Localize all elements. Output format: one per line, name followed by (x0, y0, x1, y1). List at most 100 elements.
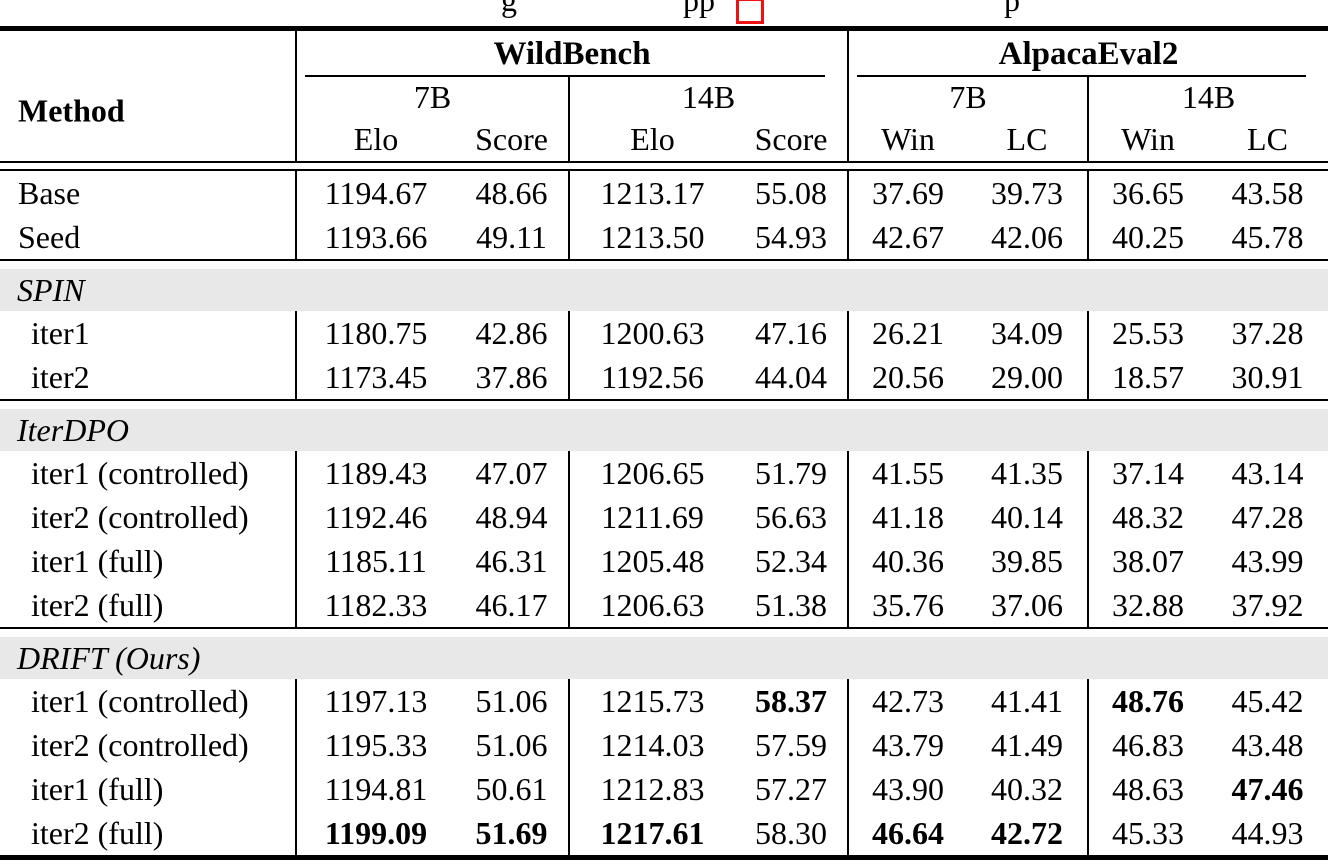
table-top-rule (0, 26, 1328, 31)
metric-cell: 51.69 (475, 814, 548, 851)
metric-cell: 40.14 (991, 498, 1063, 535)
metric-cell: 1182.33 (295, 583, 455, 627)
group-header-alpacaeval2: AlpacaEval2 (847, 31, 1328, 77)
metric-cell: 36.65 (1087, 171, 1207, 215)
metric-cell: 1194.67 (295, 171, 455, 215)
metric-cell: 29.00 (991, 358, 1063, 395)
table-row: iter1 (controlled) 1189.43 47.07 1206.65 51.… (0, 451, 1328, 495)
table-row: Seed 1193.66 49.11 1213.50 54.93 42.67 42.06 40… (0, 215, 1328, 259)
caption-strip: g pp p (0, 0, 1328, 26)
metric-cell: 41.35 (991, 454, 1063, 491)
table-row: iter2 (full) 1182.33 46.17 1206.63 51.38 35.7… (0, 583, 1328, 627)
metric-cell: 51.79 (755, 454, 827, 491)
metric-cell: 37.69 (847, 171, 967, 215)
method-cell: iter2 (controlled) (31, 726, 249, 763)
method-cell: iter1 (full) (31, 542, 164, 579)
metric-cell: 1206.63 (568, 583, 735, 627)
metric-cell: 40.25 (1087, 215, 1207, 259)
metric-cell: 47.07 (475, 454, 548, 491)
metric-cell: 57.27 (755, 770, 827, 807)
metric-cell: 58.37 (755, 682, 827, 719)
col-header-win: Win (1087, 117, 1207, 161)
caption-fragment: pp (683, 0, 715, 18)
method-cell: iter2 (full) (31, 814, 164, 851)
metric-cell: 1192.46 (295, 495, 455, 539)
table-row: iter2 1173.45 37.86 1192.56 44.04 20.56 29.00 1… (0, 355, 1328, 399)
metric-cell: 41.41 (991, 682, 1063, 719)
metric-cell: 43.79 (847, 723, 967, 767)
metric-cell: 1173.45 (295, 355, 455, 399)
method-column-header: Method (18, 92, 125, 129)
metric-cell: 48.66 (475, 174, 548, 211)
method-cell: Seed (18, 218, 81, 255)
metric-cell: 1189.43 (295, 451, 455, 495)
col-header-score: Score (754, 120, 828, 157)
subgroup-wb-7b: 7B (295, 77, 568, 117)
metric-cell: 40.36 (847, 539, 967, 583)
method-cell: iter1 (controlled) (31, 682, 249, 719)
citation-link-box[interactable] (736, 0, 764, 24)
col-header-elo: Elo (295, 117, 455, 161)
metric-cell: 1206.65 (568, 451, 735, 495)
metric-cell: 1199.09 (295, 811, 455, 855)
metric-subheader-row: Elo Score Elo Score Win LC Win LC (0, 117, 1328, 161)
section-header: SPIN (0, 269, 1328, 311)
metric-cell: 37.92 (1231, 586, 1304, 623)
metric-cell: 45.78 (1231, 218, 1304, 255)
metric-cell: 41.18 (847, 495, 967, 539)
metric-cell: 39.85 (991, 542, 1063, 579)
metric-cell: 42.06 (991, 218, 1063, 255)
section-divider-rule (0, 259, 1328, 261)
section-divider-rule (0, 627, 1328, 629)
table-bottom-rule (0, 855, 1328, 860)
metric-cell: 25.53 (1087, 311, 1207, 355)
section-header: DRIFT (Ours) (0, 637, 1328, 679)
metric-cell: 1214.03 (568, 723, 735, 767)
method-cell: iter1 (31, 314, 90, 351)
metric-cell: 46.64 (847, 811, 967, 855)
method-cell: iter1 (full) (31, 770, 164, 807)
metric-cell: 50.61 (475, 770, 548, 807)
method-cell: iter2 (31, 358, 90, 395)
metric-cell: 57.59 (755, 726, 827, 763)
metric-cell: 42.73 (847, 679, 967, 723)
metric-cell: 43.48 (1231, 726, 1304, 763)
method-cell: iter1 (controlled) (31, 454, 249, 491)
metric-cell: 1217.61 (568, 811, 735, 855)
metric-cell: 1192.56 (568, 355, 735, 399)
table-body: Base 1194.67 48.66 1213.17 55.08 37.69 39.73 36… (0, 171, 1328, 855)
table-row: iter2 (controlled) 1195.33 51.06 1214.03 57.… (0, 723, 1328, 767)
table-row: iter2 (controlled) 1192.46 48.94 1211.69 56.… (0, 495, 1328, 539)
method-cell: Base (18, 174, 81, 211)
metric-cell: 38.07 (1087, 539, 1207, 583)
table-row: iter1 1180.75 42.86 1200.63 47.16 26.21 34.09 2… (0, 311, 1328, 355)
metric-cell: 34.09 (991, 314, 1063, 351)
group-header-wildbench: WildBench (295, 31, 847, 77)
metric-cell: 48.32 (1087, 495, 1207, 539)
metric-cell: 42.67 (847, 215, 967, 259)
metric-cell: 1211.69 (568, 495, 735, 539)
col-header-score: Score (475, 120, 548, 157)
table-row: iter1 (full) 1194.81 50.61 1212.83 57.27 43.9… (0, 767, 1328, 811)
metric-cell: 42.72 (991, 814, 1063, 851)
metric-cell: 26.21 (847, 311, 967, 355)
metric-cell: 20.56 (847, 355, 967, 399)
section-header: IterDPO (0, 409, 1328, 451)
metric-cell: 44.93 (1231, 814, 1304, 851)
table-header-groups: WildBench AlpacaEval2 (0, 31, 1328, 77)
table-row: iter1 (controlled) 1197.13 51.06 1215.73 58.… (0, 679, 1328, 723)
metric-cell: 37.14 (1087, 451, 1207, 495)
metric-cell: 35.76 (847, 583, 967, 627)
caption-fragment: p (1004, 0, 1020, 18)
metric-cell: 45.33 (1087, 811, 1207, 855)
subgroup-ae-7b: 7B (847, 77, 1087, 117)
metric-cell: 41.49 (991, 726, 1063, 763)
metric-cell: 37.06 (991, 586, 1063, 623)
header-spacer (0, 31, 295, 77)
method-cell: iter2 (full) (31, 586, 164, 623)
subgroup-wb-14b: 14B (568, 77, 847, 117)
col-header-lc: LC (1006, 120, 1048, 157)
metric-cell: 30.91 (1231, 358, 1304, 395)
size-subheader-row: 7B 14B 7B 14B (0, 77, 1328, 117)
